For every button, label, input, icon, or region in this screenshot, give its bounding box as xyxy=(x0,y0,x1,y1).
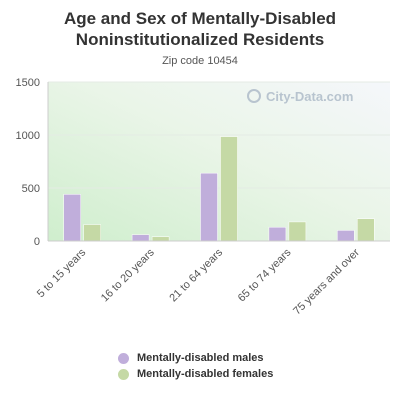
bar-males xyxy=(337,230,355,242)
bars xyxy=(63,136,375,242)
y-axis: 0 500 1000 1500 xyxy=(16,77,49,248)
legend-item-males: Mentally-disabled males xyxy=(118,350,273,366)
bar-males xyxy=(63,194,81,242)
watermark-icon xyxy=(247,89,261,103)
bar-females xyxy=(288,221,307,242)
bar-females xyxy=(357,218,375,242)
legend-item-females: Mentally-disabled females xyxy=(118,366,273,382)
x-tick-label: 65 to 74 years xyxy=(236,246,294,304)
legend-swatch-females xyxy=(118,368,129,380)
chart-title-text: Age and Sex of Mentally-Disabled Noninst… xyxy=(63,9,337,49)
watermark-text: City-Data.com xyxy=(266,89,353,104)
bar-females xyxy=(220,136,238,242)
y-tick-label: 500 xyxy=(22,183,40,195)
grid-lines xyxy=(48,81,390,189)
bar-males xyxy=(268,226,287,242)
chart-subtitle: Zip code 10454 xyxy=(162,55,238,67)
plot-area xyxy=(48,82,390,241)
bar-females xyxy=(151,236,170,242)
x-tick-label: 5 to 15 years xyxy=(35,246,89,300)
x-tick-label: 21 to 64 years xyxy=(167,246,225,304)
watermark: City-Data.com xyxy=(247,89,353,104)
y-tick-label: 1000 xyxy=(16,130,40,142)
chart-title: Age and Sex of Mentally-Disabled Noninst… xyxy=(0,8,400,50)
legend-swatch-males xyxy=(118,352,129,364)
legend: Mentally-disabled males Mentally-disable… xyxy=(118,350,273,382)
bar-males xyxy=(200,172,218,242)
y-tick-label: 1500 xyxy=(16,77,40,89)
y-tick-label: 0 xyxy=(34,236,40,248)
bar-males xyxy=(131,234,150,242)
legend-label-males: Mentally-disabled males xyxy=(137,352,264,364)
x-tick-label: 75 years and over xyxy=(291,246,362,317)
x-axis: 5 to 15 years 16 to 20 years 21 to 64 year… xyxy=(35,240,390,317)
bar-females xyxy=(83,224,101,242)
x-tick-label: 16 to 20 years xyxy=(99,246,157,304)
legend-label-females: Mentally-disabled females xyxy=(137,368,274,380)
